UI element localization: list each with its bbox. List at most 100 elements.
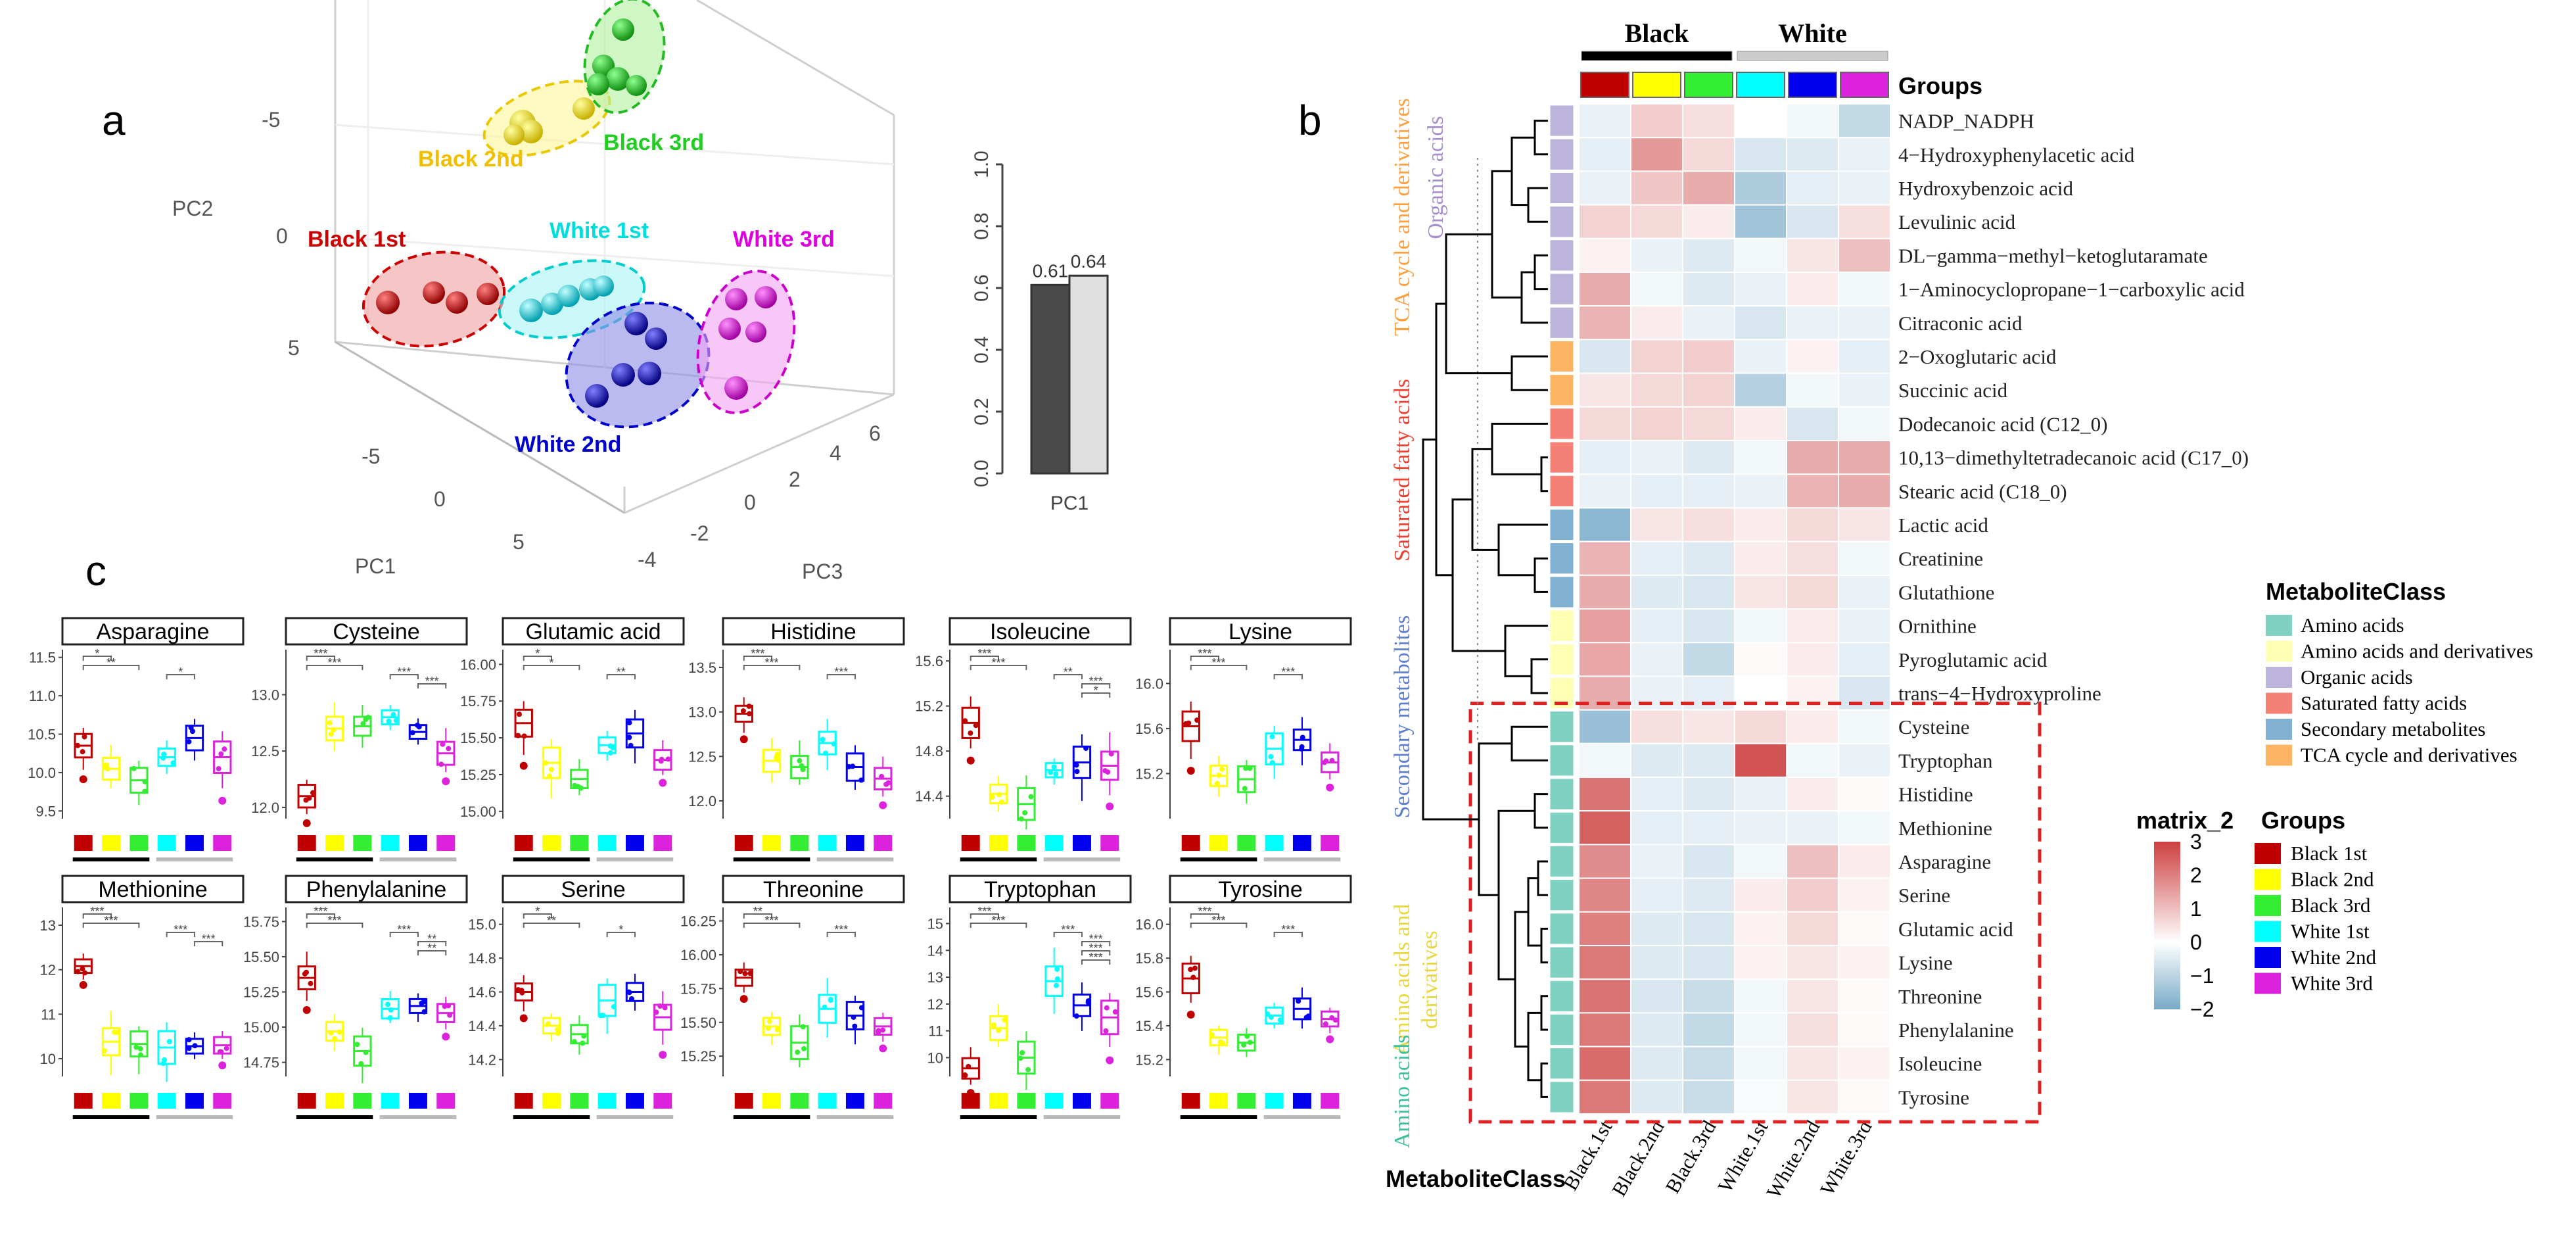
heatmap-cell [1630, 272, 1683, 307]
heatmap-cell [1630, 642, 1683, 677]
pca-pc1-label: PC1 [355, 554, 396, 578]
boxplot-panel: Glutamic acid16.0015.7515.5015.2515.00**… [460, 617, 685, 861]
boxplot-point [1192, 965, 1198, 971]
group-swatch [102, 1093, 121, 1109]
pc1-tick: 5 [513, 530, 525, 554]
boxplot-point [388, 1007, 394, 1013]
boxplot-point [828, 997, 833, 1003]
group-swatch [74, 835, 93, 851]
heatmap-cell [1786, 1012, 1839, 1047]
pca-label-black-3rd: Black 3rd [603, 130, 704, 155]
boxplot-y-tick-label: 15.50 [680, 1015, 716, 1031]
boxplot-y-tick-label: 14.8 [468, 950, 496, 967]
heatmap-cell [1734, 742, 1787, 779]
side-class-label: Saturated fatty acids [1390, 379, 1415, 562]
groups-legend-swatch [2255, 869, 2281, 890]
pca-point [626, 75, 647, 96]
boxplot-point [773, 755, 779, 761]
significance-label: *** [174, 923, 187, 936]
significance-bracket [606, 674, 636, 679]
row-label: 10,13−dimethyltetradecanoic acid (C17_0) [1898, 446, 2249, 470]
boxplot-outlier [79, 980, 87, 989]
boxplot-y-tick-label: 15.00 [243, 1019, 279, 1036]
groups-legend-swatch [2255, 973, 2281, 994]
boxplot-title-box [61, 875, 245, 903]
boxplot-y-tick-label: 15.0 [468, 917, 496, 933]
boxplot-point [80, 749, 85, 755]
heatmap-cell [1682, 1046, 1735, 1081]
class-annotation-cell [1549, 475, 1574, 507]
boxplot-point [1269, 734, 1275, 740]
heatmap-cell [1630, 237, 1683, 273]
group-swatch [961, 1093, 980, 1109]
heatmap-cell [1734, 204, 1787, 239]
class-annotation-cell [1549, 845, 1574, 878]
significance-bracket [1081, 941, 1111, 946]
boxplot-point [1002, 1017, 1008, 1023]
dendrogram-branch [1534, 557, 1548, 593]
heatmap-cell [1734, 877, 1787, 913]
group-swatch [818, 1093, 837, 1109]
group-swatch [1044, 1093, 1064, 1109]
group-swatch [1209, 835, 1229, 851]
heatmap-cell [1578, 574, 1631, 610]
heatmap-cell [1682, 1012, 1735, 1047]
pca-point [587, 73, 609, 95]
heatmap-cell [1630, 945, 1683, 980]
significance-bracket [306, 665, 363, 670]
column-label: Black.3rd [1661, 1117, 1721, 1197]
side-class-label: Amino acids and [1390, 904, 1415, 1055]
heatmap-cell [1682, 272, 1735, 307]
row-label: Levulinic acid [1898, 210, 2016, 233]
boxplot-outlier [879, 1044, 887, 1053]
boxplot-title-box [285, 875, 468, 903]
boxplot-point [188, 725, 194, 731]
significance-bracket [417, 683, 447, 688]
boxplot-point [607, 750, 613, 756]
significance-label: *** [397, 923, 411, 936]
significance-bracket [1190, 913, 1220, 919]
significance-bracket [1190, 665, 1248, 670]
heatmap-cell [1734, 844, 1787, 879]
significance-bracket [1081, 959, 1111, 965]
bar-y-tick-label: 0.0 [971, 460, 993, 487]
groups-legend-item: Black 2nd [2291, 868, 2374, 891]
heatmap-cell [1838, 777, 1891, 812]
heatmap-cell [1734, 440, 1787, 475]
group-swatch [353, 835, 372, 851]
boxplot-y-tick-label: 16.00 [680, 947, 716, 963]
row-label: Creatinine [1898, 547, 1983, 570]
group-swatch [1237, 835, 1256, 851]
class-annotation-cell [1549, 1047, 1574, 1080]
significance-bracket [1053, 674, 1083, 679]
heatmap-cell [1578, 911, 1631, 947]
boxplot-point [626, 734, 632, 740]
heatmap-cell [1630, 709, 1683, 744]
boxplot-title: Isoleucine [990, 619, 1090, 644]
heatmap-cell [1838, 372, 1891, 408]
group-swatch [1292, 835, 1311, 851]
heatmap-cell [1838, 1079, 1891, 1115]
class-legend-swatch [2266, 640, 2292, 662]
heatmap-cell [1786, 137, 1839, 172]
dendrogram-branch [1435, 302, 1453, 577]
significance-label: *** [90, 905, 104, 918]
group-swatch [325, 1093, 344, 1109]
boxplot-point [852, 1023, 858, 1029]
heatmap-cell [1838, 170, 1891, 206]
dendrogram-branch [1497, 809, 1535, 980]
boxplot-point [611, 1004, 617, 1010]
heatmap-cell [1786, 709, 1839, 744]
boxplot-title: Tryptophan [984, 877, 1096, 902]
boxplot-point [192, 1043, 198, 1049]
boxplot-point [162, 1057, 168, 1063]
significance-bracket [1273, 932, 1303, 937]
boxplot-point [968, 730, 973, 736]
group-swatch [1072, 1093, 1091, 1109]
significance-label: *** [1281, 665, 1295, 679]
row-label: Glutathione [1898, 581, 1994, 604]
heatmap-cell [1630, 372, 1683, 408]
pca-point [573, 97, 595, 120]
significance-bracket [389, 932, 419, 937]
